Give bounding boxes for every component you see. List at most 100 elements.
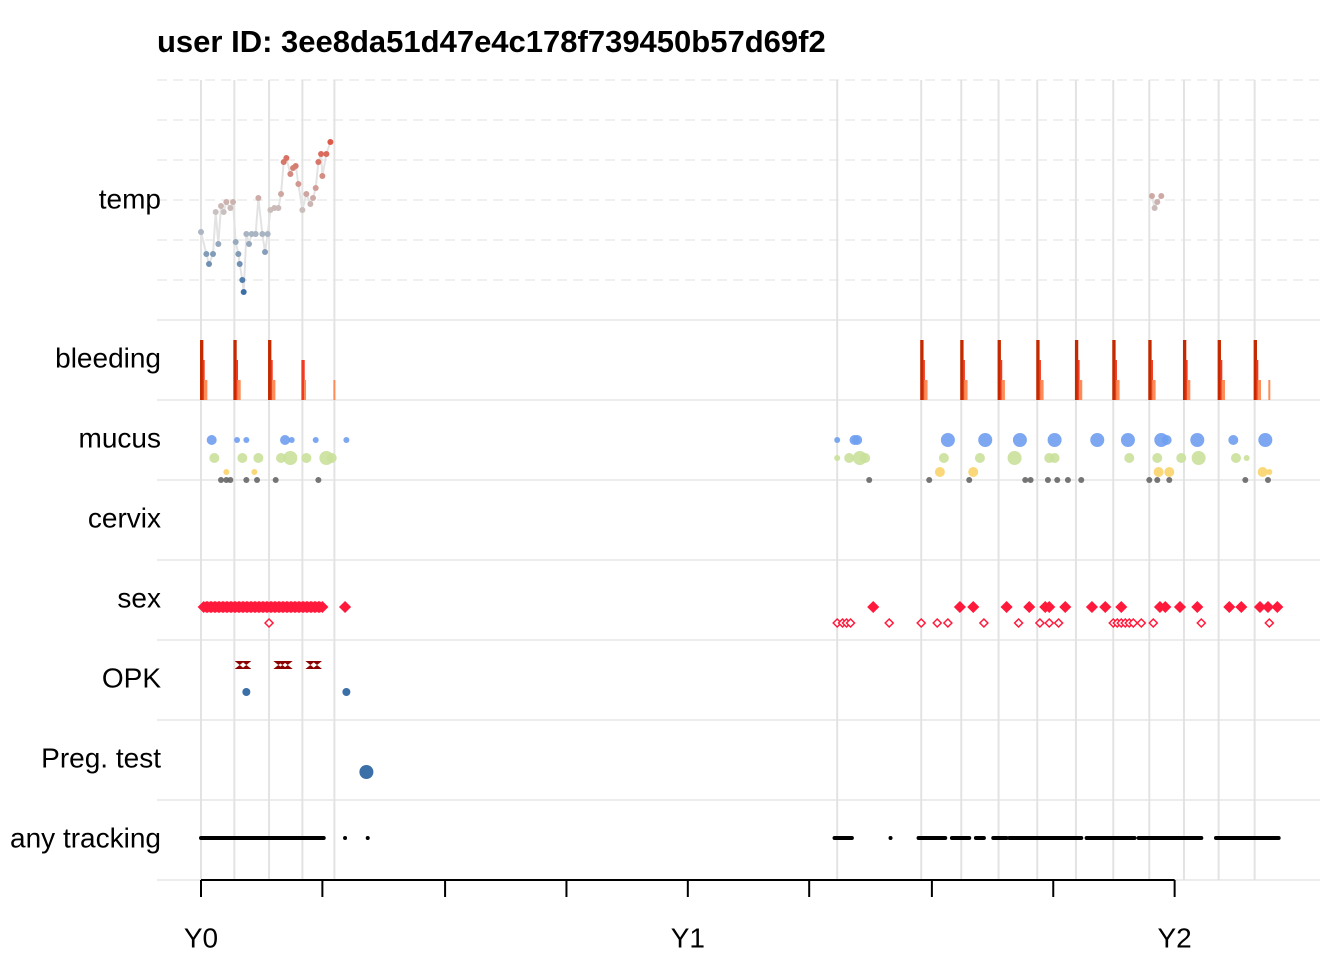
mucus-point bbox=[1176, 453, 1187, 463]
sex-marker bbox=[1159, 600, 1172, 614]
temp-point bbox=[303, 191, 310, 197]
bleeding-bar bbox=[1149, 340, 1152, 400]
opk-marker bbox=[342, 688, 351, 696]
mucus-point bbox=[926, 477, 933, 483]
sex-marker bbox=[1191, 600, 1204, 614]
mucus-point bbox=[1164, 467, 1175, 477]
bleeding-bar bbox=[236, 360, 239, 400]
temp-point bbox=[203, 251, 210, 257]
bleeding-bar bbox=[268, 340, 271, 400]
bleeding-bar bbox=[1112, 340, 1115, 400]
mucus-point bbox=[934, 467, 945, 477]
bleeding-bar bbox=[1182, 340, 1185, 400]
bleeding-bar bbox=[1074, 340, 1077, 400]
temp-point bbox=[312, 185, 319, 191]
mucus-point bbox=[283, 451, 298, 465]
temp-point bbox=[232, 239, 239, 245]
mucus-point bbox=[1154, 477, 1161, 483]
temp-point bbox=[262, 249, 269, 255]
sex-marker bbox=[932, 617, 943, 629]
bleeding-bar bbox=[204, 380, 207, 400]
mucus-point bbox=[940, 433, 955, 447]
temp-point bbox=[1158, 193, 1165, 199]
bleeding-bar bbox=[205, 380, 208, 400]
bleeding-bar bbox=[234, 340, 237, 400]
mucus-point bbox=[1161, 435, 1172, 445]
bleeding-bar bbox=[962, 360, 965, 400]
bleeding-bar bbox=[1253, 340, 1256, 400]
mucus-point bbox=[218, 477, 225, 483]
row-label: mucus bbox=[79, 422, 161, 453]
mucus-point bbox=[938, 453, 949, 463]
temp-point bbox=[278, 191, 285, 197]
temp-point bbox=[299, 207, 306, 213]
sex-marker bbox=[1000, 600, 1013, 614]
temp-point bbox=[212, 209, 219, 215]
mucus-point bbox=[1266, 469, 1273, 475]
mucus-point bbox=[1257, 467, 1268, 477]
row-label: OPK bbox=[102, 662, 161, 693]
mucus-point bbox=[1007, 451, 1022, 465]
mucus-point bbox=[276, 453, 287, 463]
temp-point bbox=[210, 251, 217, 257]
temp-point bbox=[239, 277, 246, 283]
bleeding-bar bbox=[997, 340, 1000, 400]
temp-line bbox=[1150, 195, 1163, 212]
sex-marker bbox=[1085, 600, 1098, 614]
temp-point bbox=[327, 139, 334, 145]
sex-marker bbox=[1235, 600, 1248, 614]
mucus-point bbox=[315, 477, 322, 483]
temp-point bbox=[252, 231, 259, 237]
bleeding-bar bbox=[1220, 360, 1223, 400]
bleeding-bar bbox=[202, 360, 205, 400]
mucus-point bbox=[1012, 433, 1027, 447]
x-tick-label: Y0 bbox=[184, 922, 218, 953]
bleeding-bar bbox=[237, 380, 240, 400]
sex-marker bbox=[1264, 617, 1275, 629]
mucus-point bbox=[254, 477, 261, 483]
temp-point bbox=[255, 195, 262, 201]
mucus-point bbox=[978, 433, 993, 447]
opk-marker bbox=[242, 688, 251, 696]
pregnancy-test-marker bbox=[359, 765, 374, 779]
bleeding-bar bbox=[920, 340, 923, 400]
mucus-point bbox=[312, 437, 319, 443]
bleeding-bar bbox=[1221, 380, 1224, 400]
temp-point bbox=[295, 181, 302, 187]
mucus-point bbox=[1054, 477, 1061, 483]
mucus-point bbox=[288, 437, 295, 443]
bleeding-bar bbox=[1217, 340, 1220, 400]
chart-title: user ID: 3ee8da51d47e4c178f739450b57d69f… bbox=[157, 24, 826, 59]
mucus-point bbox=[1152, 453, 1163, 463]
bleeding-bar bbox=[961, 340, 964, 400]
temp-point bbox=[259, 231, 266, 237]
temp-point bbox=[307, 201, 314, 207]
bleeding-bar bbox=[921, 340, 924, 400]
mucus-point bbox=[251, 469, 258, 475]
mucus-point bbox=[1047, 433, 1062, 447]
mucus-point bbox=[1044, 477, 1051, 483]
mucus-point bbox=[209, 453, 220, 463]
bleeding-bar bbox=[965, 380, 968, 400]
mucus-point bbox=[301, 453, 312, 463]
bleeding-bar bbox=[1153, 380, 1156, 400]
x-tick-label: Y2 bbox=[1158, 922, 1192, 953]
mucus-point bbox=[1191, 451, 1206, 465]
temp-point bbox=[236, 261, 243, 267]
bleeding-bar bbox=[1218, 340, 1221, 400]
mucus-point bbox=[1230, 453, 1241, 463]
mucus-point bbox=[1166, 477, 1173, 483]
mucus-point bbox=[1243, 455, 1250, 461]
sex-marker bbox=[1044, 617, 1055, 629]
temp-point bbox=[287, 171, 294, 177]
bleeding-bar bbox=[1185, 360, 1188, 400]
bleeding-bar bbox=[922, 360, 925, 400]
row-label: cervix bbox=[88, 502, 161, 533]
mucus-point bbox=[866, 477, 873, 483]
temp-point bbox=[318, 151, 325, 157]
sex-marker bbox=[1023, 600, 1036, 614]
bleeding-bar bbox=[1001, 380, 1004, 400]
sex-marker bbox=[316, 600, 329, 614]
